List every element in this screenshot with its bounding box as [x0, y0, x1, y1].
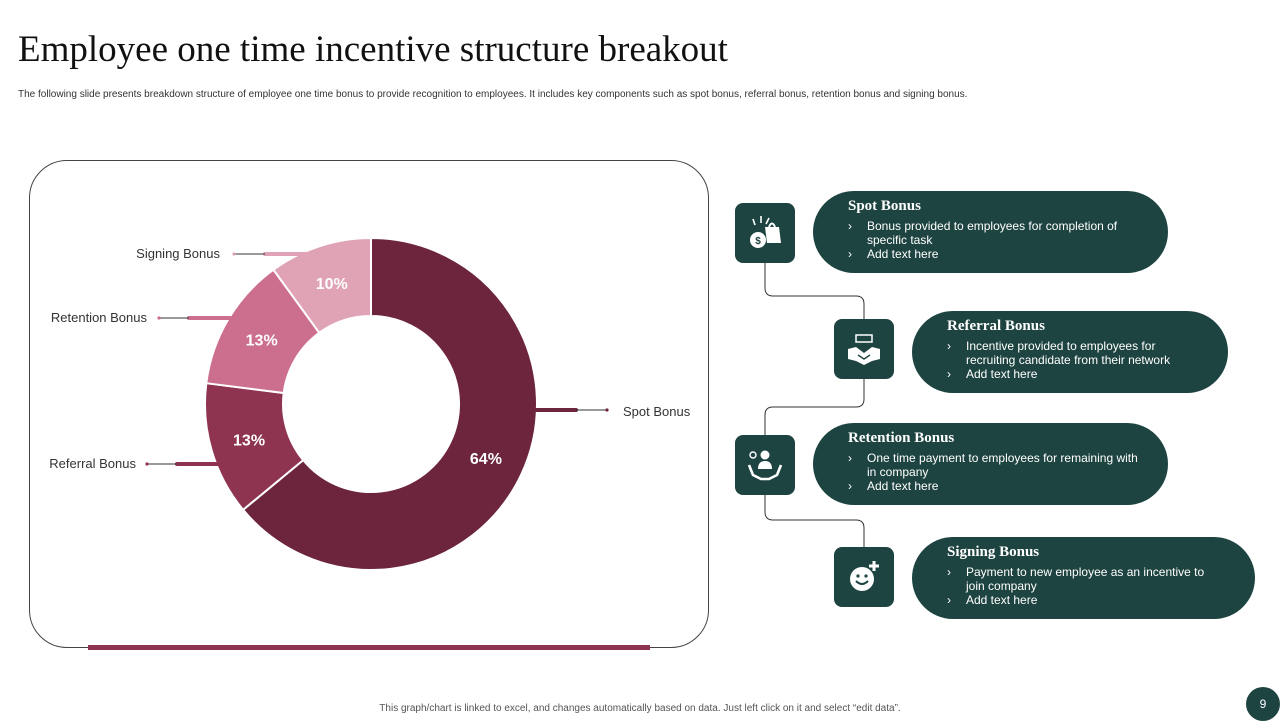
slice-value-label: 13% [246, 332, 278, 349]
page-subtitle: The following slide presents breakdown s… [18, 89, 968, 100]
smiley-plus-icon [850, 561, 879, 591]
callout-dot-retention-bonus [157, 316, 161, 320]
money-bag-icon: $ [750, 216, 781, 248]
item-bullet: Add text here [848, 247, 1138, 261]
donut-chart[interactable]: 64% 13% 13% 10% Spot Bonus Referral Bonus Rete… [29, 160, 709, 648]
pill-retention-bonus: Retention Bonus One time payment to empl… [813, 423, 1168, 505]
item-title: Retention Bonus [848, 430, 955, 446]
item-bullet: Add text here [947, 593, 1225, 607]
slice-value-label: 64% [470, 451, 502, 468]
footer-note: This graph/chart is linked to excel, and… [379, 703, 901, 714]
chart-accent-bar [88, 645, 650, 650]
chip-signing-bonus [834, 547, 894, 607]
page-number: 9 [1246, 687, 1280, 721]
callout-dot-referral-bonus [145, 462, 149, 466]
item-bullet: Add text here [848, 479, 1138, 493]
pill-signing-bonus: Signing Bonus Payment to new employee as… [912, 537, 1255, 619]
hands-employee-icon [747, 450, 783, 481]
item-bullet: Add text here [947, 367, 1198, 381]
pill-referral-bonus: Referral Bonus Incentive provided to emp… [912, 311, 1228, 393]
page-title: Employee one time incentive structure br… [18, 29, 728, 70]
item-bullet: One time payment to employees for remain… [848, 451, 1138, 479]
item-title: Signing Bonus [947, 544, 1040, 560]
item-bullet: Incentive provided to employees for recr… [947, 339, 1198, 367]
callout-label-signing-bonus: Signing Bonus [136, 246, 220, 261]
item-bullet: Bonus provided to employees for completi… [848, 219, 1138, 247]
slice-value-label: 10% [316, 276, 348, 293]
callout-dot-signing-bonus [232, 252, 236, 256]
slice-value-label: 13% [233, 432, 265, 449]
callout-dot-spot-bonus [605, 408, 609, 412]
handshake-icon [848, 334, 880, 365]
callout-label-referral-bonus: Referral Bonus [49, 456, 136, 471]
chip-spot-bonus: $ [735, 203, 795, 263]
item-title: Spot Bonus [848, 198, 921, 214]
item-title: Referral Bonus [947, 318, 1045, 334]
pill-spot-bonus: Spot Bonus Bonus provided to employees f… [813, 191, 1168, 273]
donut-slice-spot-bonus[interactable] [241, 236, 538, 571]
svg-text:$: $ [755, 236, 761, 247]
callout-label-retention-bonus: Retention Bonus [51, 310, 148, 325]
chip-retention-bonus [735, 435, 795, 495]
chip-referral-bonus [834, 319, 894, 379]
item-bullet: Payment to new employee as an incentive … [947, 565, 1225, 593]
callout-label-spot-bonus: Spot Bonus [623, 404, 691, 419]
